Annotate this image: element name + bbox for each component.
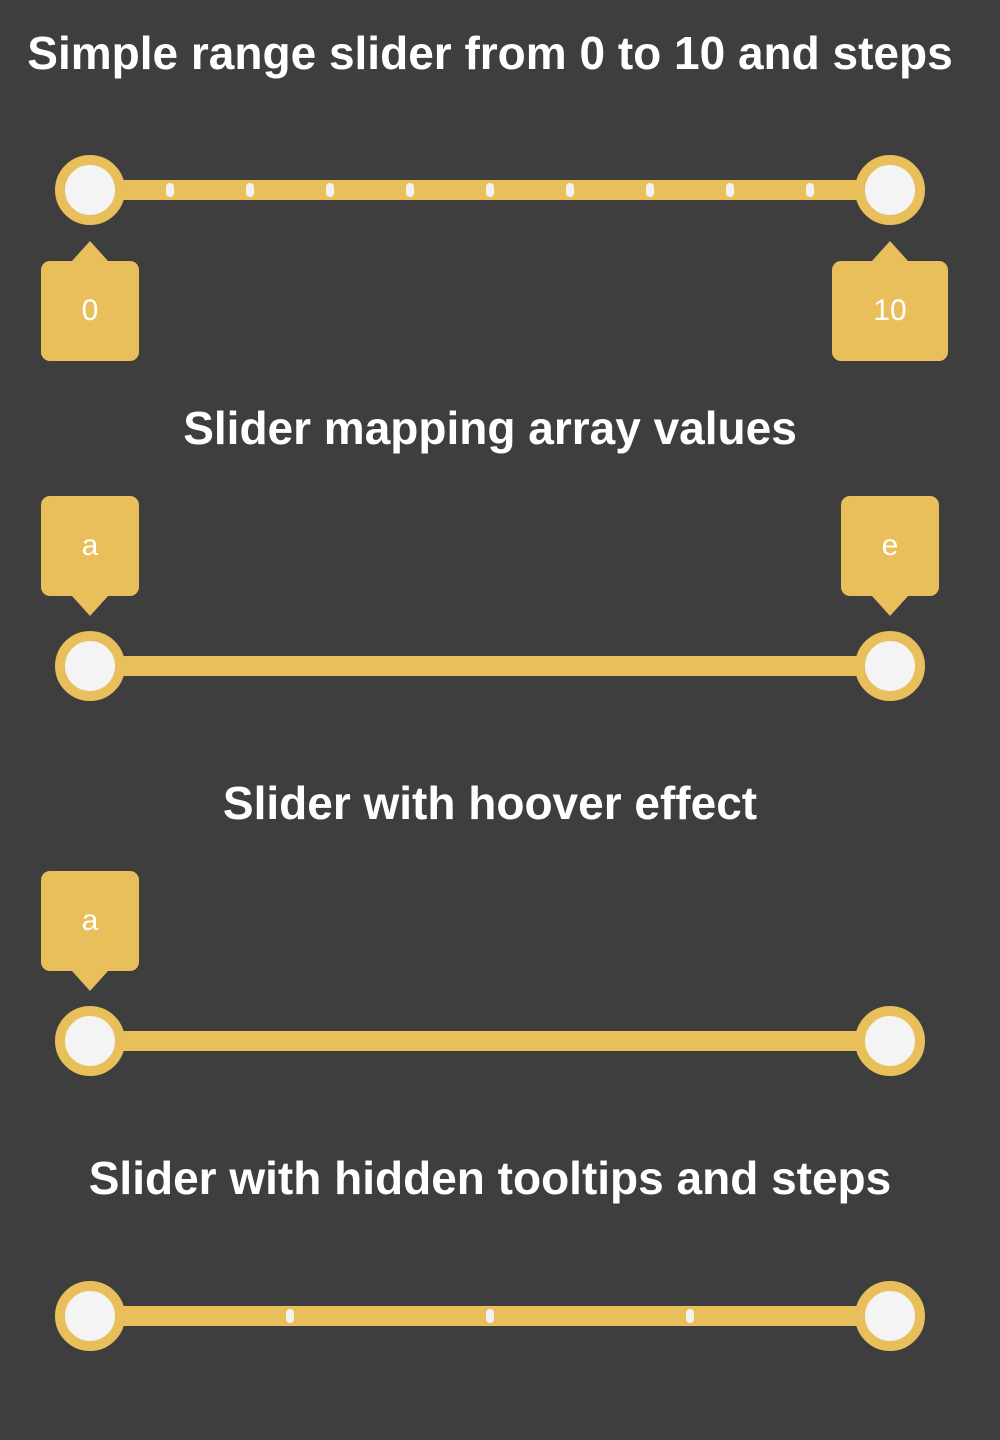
tooltip-min-value: 0 <box>41 241 139 361</box>
step-marker <box>486 183 494 197</box>
slider-handle-max[interactable] <box>855 631 925 701</box>
step-marker <box>646 183 654 197</box>
tooltip-max-value: e <box>841 496 939 616</box>
step-marker <box>166 183 174 197</box>
slider-track[interactable] <box>90 1031 890 1051</box>
step-marker <box>406 183 414 197</box>
tooltip-max-value: 10 <box>832 241 948 361</box>
slider-handle-min[interactable] <box>55 1006 125 1076</box>
tooltip-hover-value: a <box>41 871 139 991</box>
slider-handle-max[interactable] <box>855 1006 925 1076</box>
step-marker <box>566 183 574 197</box>
hidden-tooltips-steps-slider[interactable] <box>0 1276 1000 1356</box>
slider-handle-max[interactable] <box>855 1281 925 1351</box>
slider-1-title: Simple range slider from 0 to 10 and ste… <box>27 27 953 79</box>
hover-effect-slider[interactable] <box>0 1001 1000 1081</box>
step-marker <box>726 183 734 197</box>
step-marker <box>246 183 254 197</box>
slider-handle-min[interactable] <box>55 1281 125 1351</box>
slider-handle-min[interactable] <box>55 155 125 225</box>
step-marker <box>686 1309 694 1323</box>
slider-2-title: Slider mapping array values <box>183 402 797 454</box>
step-marker <box>806 183 814 197</box>
step-marker <box>326 183 334 197</box>
slider-track[interactable] <box>90 656 890 676</box>
step-marker <box>486 1309 494 1323</box>
slider-3-title: Slider with hoover effect <box>222 777 758 829</box>
slider-handle-min[interactable] <box>55 631 125 701</box>
range-slider-0-10[interactable] <box>0 150 1000 230</box>
slider-4-title: Slider with hidden tooltips and steps <box>88 1152 892 1204</box>
slider-track[interactable] <box>90 1306 890 1326</box>
array-mapping-slider[interactable] <box>0 626 1000 706</box>
slider-track[interactable] <box>90 180 890 200</box>
tooltip-min-value: a <box>41 496 139 616</box>
slider-handle-max[interactable] <box>855 155 925 225</box>
step-marker <box>286 1309 294 1323</box>
